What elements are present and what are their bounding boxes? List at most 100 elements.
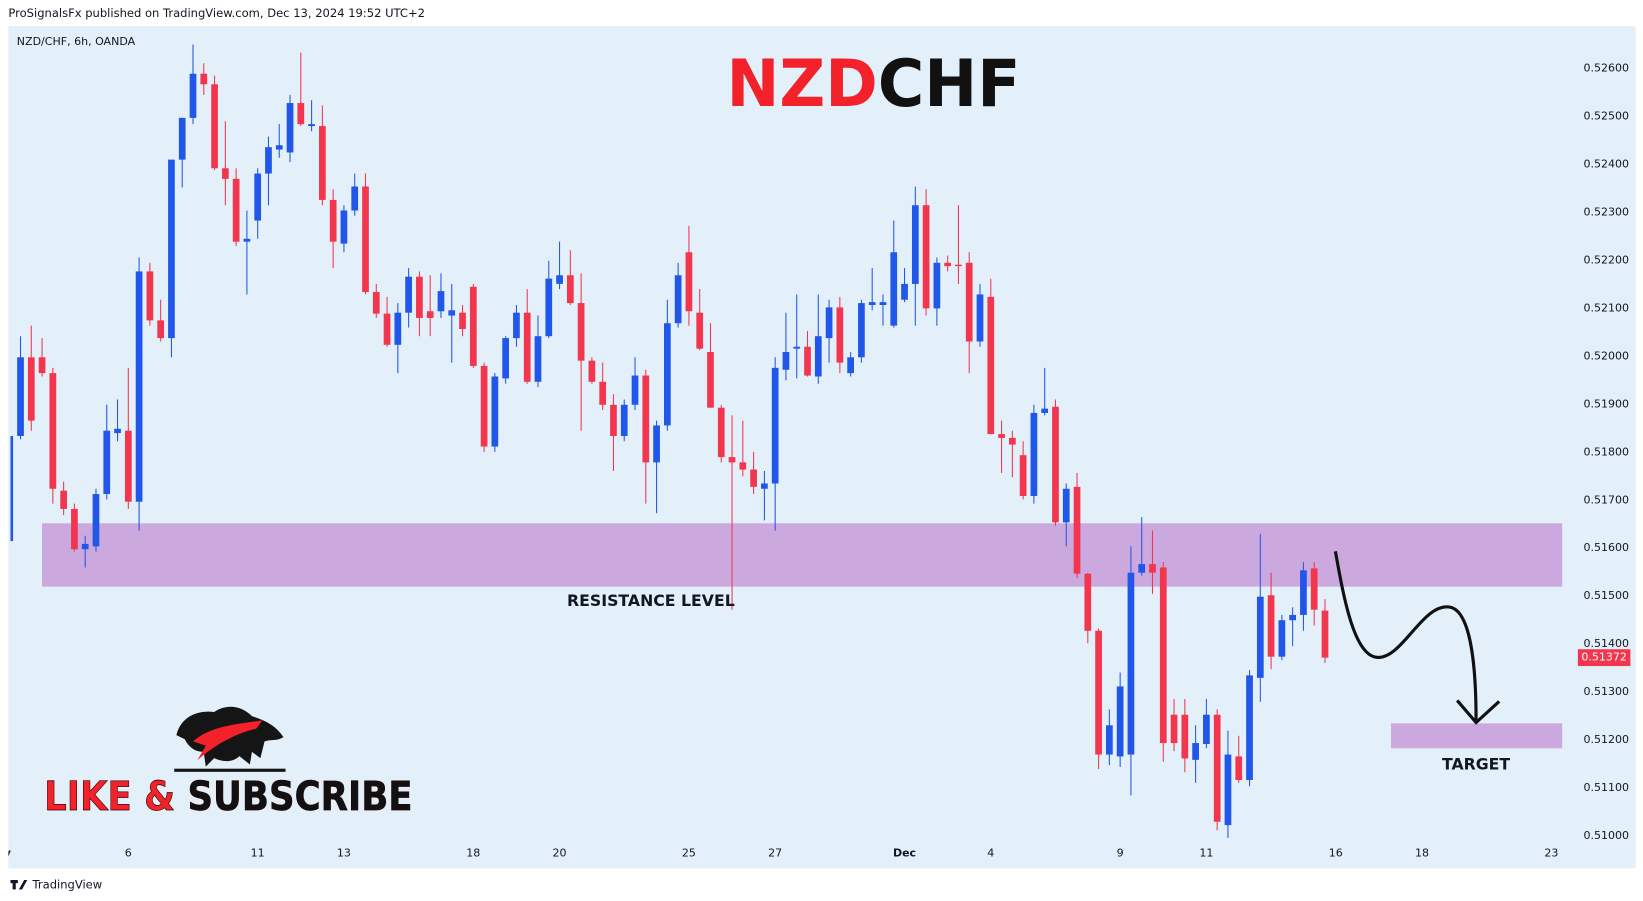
candle-body [157, 320, 165, 339]
candle-body [254, 173, 262, 221]
candle-body [1192, 743, 1199, 760]
candle-body [1138, 564, 1146, 573]
candle-body [1084, 573, 1092, 631]
candle-body [49, 373, 57, 489]
candle-body [1073, 486, 1081, 574]
last-price-label: 0.51372 [1581, 651, 1627, 664]
candle-body [1278, 620, 1286, 657]
candle-body [879, 302, 887, 306]
candle-body [955, 264, 962, 267]
candle-body [340, 210, 348, 244]
candle-body [372, 292, 380, 314]
candle-body [243, 238, 251, 242]
candle-body [588, 360, 596, 382]
y-tick-label: 0.51300 [1583, 685, 1629, 698]
y-tick-label: 0.51200 [1583, 733, 1629, 746]
arrow-head [1455, 699, 1501, 725]
candle-body [319, 126, 326, 200]
zones [41, 523, 1563, 749]
candle-body [965, 262, 973, 342]
candle-body [265, 147, 272, 174]
candle-body [286, 103, 294, 153]
y-tick-label: 0.51600 [1583, 541, 1629, 554]
candle-body [761, 483, 768, 489]
text-segment: LIKE & [44, 774, 187, 820]
y-tick-label: 0.51000 [1583, 829, 1629, 842]
candle-body [71, 508, 78, 550]
candle-body [17, 357, 24, 436]
candle-body [944, 262, 952, 267]
symbol-label: NZD/CHF, 6h, OANDA [17, 35, 136, 48]
candle-body [901, 283, 908, 300]
y-tick-label: 0.52100 [1583, 301, 1629, 314]
candle-body [782, 352, 790, 370]
candle-body [1106, 725, 1113, 755]
projection-arrow [1333, 551, 1478, 721]
candle-body [804, 346, 811, 376]
chart-title: NZDCHF [726, 47, 1020, 122]
candle-body [1213, 714, 1221, 822]
candle-body [1289, 614, 1297, 621]
candle-body [1041, 408, 1049, 413]
candle-body [491, 376, 499, 447]
x-tick-label: 20 [553, 847, 567, 860]
candle-body [1019, 455, 1027, 496]
candle-body [685, 252, 693, 312]
axis-edge-mask [0, 840, 9, 867]
candle-body [566, 275, 574, 304]
candle-body [1310, 568, 1318, 610]
candle-body [728, 457, 736, 463]
candle-body [308, 124, 315, 127]
candle-body [38, 357, 46, 374]
candle-body [653, 425, 660, 463]
candle-body [1203, 714, 1210, 745]
candle-body [114, 428, 121, 434]
text-segment: SUBSCRIBE [187, 774, 412, 820]
candle-body [911, 205, 919, 284]
x-tick-label: 18 [1415, 847, 1429, 860]
candle-body [469, 286, 477, 366]
tradingview-logo [10, 879, 28, 890]
candle-body [200, 73, 208, 85]
candle-body [933, 262, 941, 309]
zone-label: RESISTANCE LEVEL [567, 591, 735, 610]
candle-body [610, 404, 617, 436]
x-tick-label: 25 [682, 847, 696, 860]
candle-body [211, 84, 218, 169]
candle-body [27, 357, 35, 421]
candle-body [103, 430, 111, 495]
candle-body [707, 352, 714, 408]
candle-body [92, 494, 100, 547]
candle-body [696, 312, 704, 349]
candle-body [362, 186, 369, 293]
candle-body [523, 312, 531, 382]
candle-body [577, 303, 585, 361]
zone-label: TARGET [1442, 755, 1510, 774]
candle-body [642, 375, 650, 463]
footer-brand: TradingView [32, 878, 103, 892]
x-tick-label: 11 [1199, 847, 1213, 860]
candle-body [1256, 596, 1264, 678]
candle-body [416, 276, 423, 318]
text-segment: CHF [878, 47, 1021, 122]
candle-body [394, 312, 402, 345]
candle-body [351, 186, 359, 211]
candle-body [81, 543, 89, 550]
x-tick-label: 27 [768, 847, 782, 860]
candle-body [383, 313, 391, 345]
y-tick-label: 0.52000 [1583, 349, 1629, 362]
publisher-header: ProSignalsFx published on TradingView.co… [8, 6, 425, 20]
x-tick-label: 4 [987, 847, 994, 860]
candle-body [556, 275, 563, 284]
candle-body [620, 404, 628, 436]
chart-background [8, 26, 1636, 869]
candle-body [987, 296, 995, 435]
candle-body [329, 199, 337, 242]
zone [41, 523, 1563, 587]
axes: 0.51000 0.51100 0.51200 0.51300 0.51400 0.515… [0, 61, 1631, 867]
candle-body [1127, 572, 1135, 755]
subscribe-banner: LIKE & SUBSCRIBE [44, 774, 412, 820]
y-tick-label: 0.51900 [1583, 397, 1629, 410]
